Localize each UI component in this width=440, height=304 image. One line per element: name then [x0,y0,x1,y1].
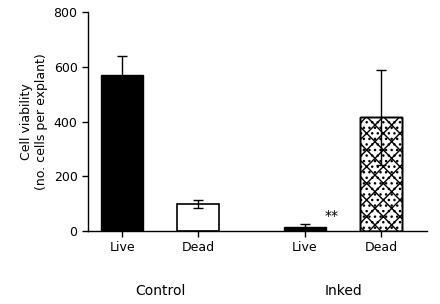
Bar [360,117,402,231]
Bar [177,204,219,231]
Bar [284,227,326,231]
Bar [360,117,402,231]
Text: Control: Control [135,284,186,298]
Bar [101,75,143,231]
Text: **: ** [325,209,339,223]
Bar [360,117,402,231]
Y-axis label: Cell viability
(no. cells per explant): Cell viability (no. cells per explant) [20,53,48,190]
Text: Inked: Inked [324,284,362,298]
